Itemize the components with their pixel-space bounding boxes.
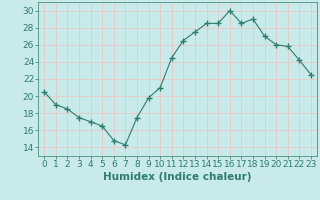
X-axis label: Humidex (Indice chaleur): Humidex (Indice chaleur): [103, 172, 252, 182]
